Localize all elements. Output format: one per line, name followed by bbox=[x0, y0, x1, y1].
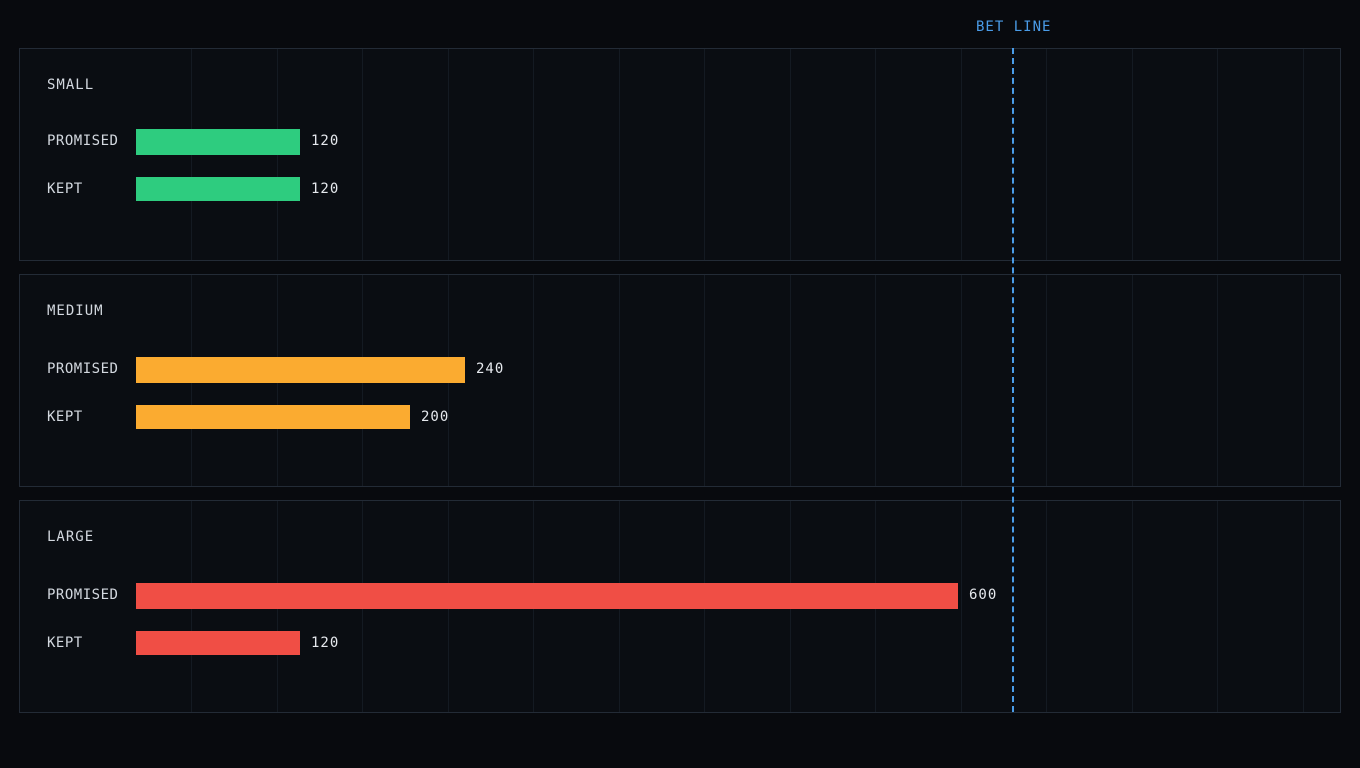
row-label-kept: KEPT bbox=[47, 181, 83, 197]
gridline bbox=[1046, 275, 1047, 486]
bet-line bbox=[1012, 48, 1014, 712]
gridline bbox=[1132, 275, 1133, 486]
panel-large: LARGE PROMISED 600 KEPT 120 bbox=[19, 500, 1341, 713]
bar-small-kept bbox=[136, 177, 300, 201]
gridline bbox=[961, 49, 962, 260]
gridline bbox=[448, 49, 449, 260]
group-title: MEDIUM bbox=[47, 303, 104, 319]
gridline bbox=[1217, 49, 1218, 260]
panel-small: SMALL PROMISED 120 KEPT 120 bbox=[19, 48, 1341, 261]
group-title: SMALL bbox=[47, 77, 95, 93]
bar-large-kept bbox=[136, 631, 300, 655]
gridline bbox=[1132, 49, 1133, 260]
gridline bbox=[1046, 49, 1047, 260]
row-label-promised: PROMISED bbox=[47, 361, 119, 377]
gridline bbox=[961, 275, 962, 486]
bar-medium-promised bbox=[136, 357, 465, 383]
value-label: 120 bbox=[311, 133, 340, 149]
bar-large-promised bbox=[136, 583, 958, 609]
gridline bbox=[533, 49, 534, 260]
value-label: 120 bbox=[311, 181, 340, 197]
gridline bbox=[533, 275, 534, 486]
bet-line-label: BET LINE bbox=[976, 19, 1052, 35]
gridline bbox=[704, 49, 705, 260]
row-label-promised: PROMISED bbox=[47, 133, 119, 149]
gridline bbox=[790, 275, 791, 486]
gridline bbox=[1217, 275, 1218, 486]
bar-small-promised bbox=[136, 129, 300, 155]
value-label: 200 bbox=[421, 409, 450, 425]
gridline bbox=[619, 49, 620, 260]
gridline bbox=[1303, 49, 1304, 260]
gridline bbox=[1132, 501, 1133, 712]
panel-medium: MEDIUM PROMISED 240 KEPT 200 bbox=[19, 274, 1341, 487]
gridline bbox=[875, 49, 876, 260]
group-title: LARGE bbox=[47, 529, 95, 545]
value-label: 240 bbox=[476, 361, 505, 377]
bar-medium-kept bbox=[136, 405, 410, 429]
gridline bbox=[619, 275, 620, 486]
gridline bbox=[704, 275, 705, 486]
row-label-kept: KEPT bbox=[47, 635, 83, 651]
gridline bbox=[790, 49, 791, 260]
gridline bbox=[362, 49, 363, 260]
gridline bbox=[1303, 501, 1304, 712]
row-label-kept: KEPT bbox=[47, 409, 83, 425]
gridline bbox=[1303, 275, 1304, 486]
gridline bbox=[961, 501, 962, 712]
gridline bbox=[1046, 501, 1047, 712]
row-label-promised: PROMISED bbox=[47, 587, 119, 603]
value-label: 600 bbox=[969, 587, 998, 603]
gridline bbox=[875, 275, 876, 486]
gridline bbox=[1217, 501, 1218, 712]
value-label: 120 bbox=[311, 635, 340, 651]
